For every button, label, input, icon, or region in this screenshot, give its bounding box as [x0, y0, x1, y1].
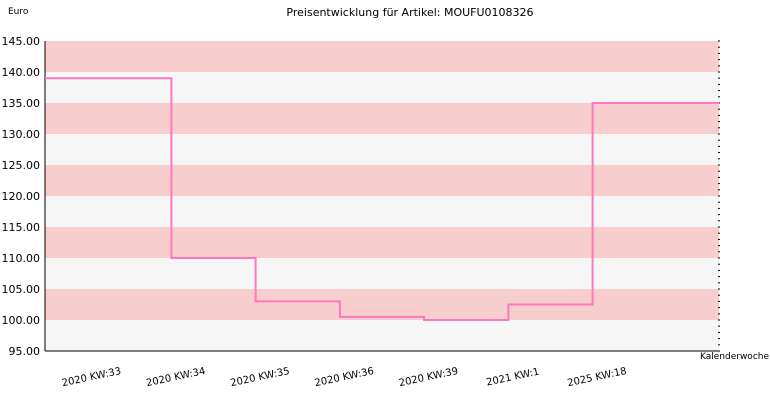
x-axis-ticks: 2020 KW:33 2020 KW:34 2020 KW:35 2020 KW:36…: [61, 366, 628, 389]
background-bands: [45, 41, 719, 351]
axes: [44, 41, 719, 352]
background-band: [45, 258, 719, 289]
background-band: [45, 134, 719, 165]
x-tick-label: 2020 KW:33: [61, 366, 122, 389]
price-step-line: [45, 77, 719, 321]
y-tick-label: 105.00: [2, 283, 41, 296]
background-band: [45, 72, 719, 103]
y-tick-label: 100.00: [2, 314, 41, 327]
x-tick-label: 2020 KW:35: [230, 366, 291, 389]
series-group: [45, 77, 719, 321]
y-tick-label: 95.00: [9, 345, 41, 358]
x-tick-label: 2020 KW:39: [398, 366, 459, 389]
x-tick-label: 2020 KW:34: [145, 366, 206, 389]
y-tick-label: 130.00: [2, 128, 41, 141]
x-tick-label: 2025 KW:18: [567, 366, 628, 389]
x-tick-label: 2020 KW:36: [314, 366, 375, 389]
background-band: [45, 165, 719, 196]
y-tick-label: 110.00: [2, 252, 41, 265]
y-tick-label: 140.00: [2, 66, 41, 79]
background-band: [45, 289, 719, 320]
background-band: [45, 41, 719, 72]
y-tick-label: 135.00: [2, 97, 41, 110]
y-tick-label: 120.00: [2, 190, 41, 203]
y-axis-ticks: 95.00 100.00 105.00 110.00 115.00 120.00 125.0…: [2, 35, 720, 358]
y-tick-label: 115.00: [2, 221, 41, 234]
background-band: [45, 196, 719, 227]
y-tick-label: 125.00: [2, 159, 41, 172]
y-tick-label: 145.00: [2, 35, 41, 48]
background-band: [45, 227, 719, 258]
y-axis-label: Euro: [8, 7, 29, 17]
background-band: [45, 320, 719, 351]
x-tick-label: 2021 KW:1: [485, 367, 540, 389]
x-axis-label: Kalenderwoche: [700, 352, 769, 362]
chart-title: Preisentwicklung für Artikel: MOUFU01083…: [286, 6, 533, 19]
background-band: [45, 103, 719, 134]
